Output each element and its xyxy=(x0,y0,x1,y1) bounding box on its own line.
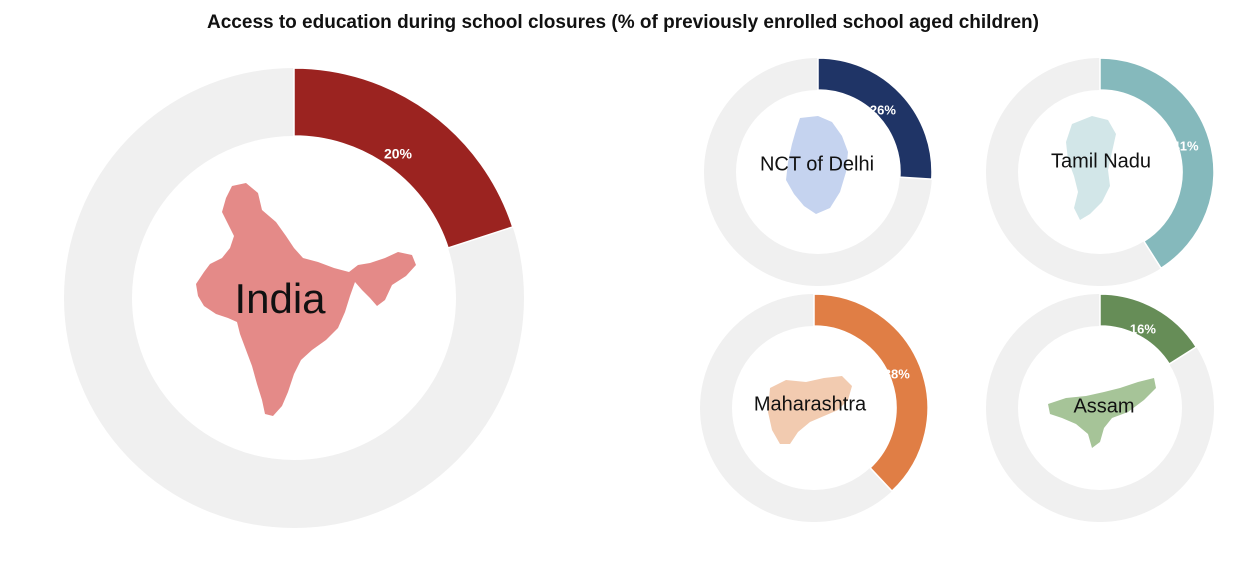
tamil-nadu-map-icon xyxy=(1066,116,1116,220)
assam-map-icon xyxy=(1048,378,1156,448)
donut-tamil-nadu-segment xyxy=(1099,57,1215,270)
chart-title: Access to education during school closur… xyxy=(207,12,1039,33)
donut-tamil-nadu: Tamil Nadu 41% xyxy=(986,57,1215,286)
india-map-icon xyxy=(196,183,416,416)
donut-maharashtra-label: Maharashtra xyxy=(754,393,867,415)
maharashtra-map-icon xyxy=(768,376,852,444)
donut-india-segment xyxy=(293,67,514,249)
donut-maharashtra-segment xyxy=(813,293,929,493)
donut-delhi: NCT of Delhi 26% xyxy=(704,57,933,286)
donut-india-value-label: 20% xyxy=(384,146,413,162)
delhi-map-icon xyxy=(786,116,848,214)
donut-india-label: India xyxy=(234,275,326,322)
donut-tamil-nadu-value-label: 41% xyxy=(1172,139,1198,154)
donut-tamil-nadu-label: Tamil Nadu xyxy=(1051,150,1151,172)
donut-india: India 20% xyxy=(64,67,524,528)
donut-maharashtra: Maharashtra 38% xyxy=(700,293,929,522)
donut-delhi-value-label: 26% xyxy=(870,102,896,117)
donut-assam-value-label: 16% xyxy=(1130,321,1156,336)
donut-assam-label: Assam xyxy=(1073,395,1134,417)
donut-delhi-segment xyxy=(817,57,933,180)
donut-assam-segment xyxy=(1099,293,1198,366)
donut-delhi-label: NCT of Delhi xyxy=(760,153,874,175)
donut-assam: Assam 16% xyxy=(986,293,1214,522)
donut-maharashtra-value-label: 38% xyxy=(884,367,910,382)
